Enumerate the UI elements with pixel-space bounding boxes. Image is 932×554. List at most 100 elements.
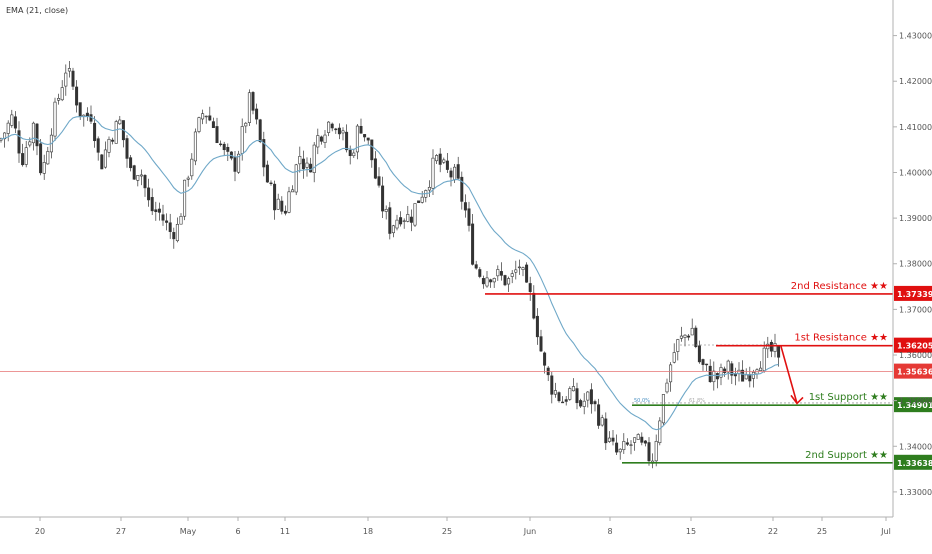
- candle-body: [64, 72, 68, 87]
- y-tick-label: 1.37000: [899, 305, 932, 314]
- candle-body: [543, 352, 547, 366]
- candle-body: [100, 154, 104, 170]
- candle-body: [244, 122, 248, 127]
- candle-body: [247, 92, 251, 123]
- candle-body: [521, 267, 525, 270]
- x-tick-label: 25: [817, 527, 827, 536]
- candle-body: [485, 277, 489, 287]
- candle-body: [298, 156, 302, 165]
- candle-body: [690, 327, 694, 336]
- candle-body: [283, 210, 287, 214]
- candle-body: [359, 125, 363, 134]
- candle-body: [431, 157, 435, 189]
- candle-body: [107, 138, 111, 153]
- candle-body: [136, 175, 140, 181]
- candle-body: [532, 292, 536, 319]
- candle-body: [143, 175, 147, 189]
- candle-body: [679, 335, 683, 339]
- candle-body: [525, 264, 529, 283]
- candle-body: [460, 176, 464, 202]
- current-price-tag: [894, 363, 932, 379]
- candle-body: [391, 225, 395, 234]
- candle-body: [561, 401, 565, 404]
- candle-body: [694, 327, 698, 347]
- candle-body: [258, 119, 262, 143]
- candle-body: [615, 442, 619, 453]
- levels: 1.35636 50.0% 61.8% 1.37339 2nd Resistance ★…: [0, 281, 932, 470]
- level-price-label: 1.34901: [897, 401, 932, 410]
- candle-body: [395, 219, 399, 229]
- projection-arrow-head: [790, 394, 804, 405]
- x-tick-label: 25: [442, 527, 452, 536]
- candle-body: [262, 139, 266, 168]
- candle-body: [611, 437, 615, 442]
- candle-body: [276, 198, 280, 210]
- candle-body: [42, 162, 46, 174]
- y-tick-label: 1.43000: [899, 32, 932, 41]
- candle-body: [478, 269, 482, 277]
- candle-body: [154, 209, 158, 212]
- candle-body: [402, 220, 406, 222]
- candle-body: [301, 158, 305, 170]
- candle-body: [413, 203, 417, 226]
- candle-body: [46, 151, 50, 165]
- candle-body: [507, 278, 511, 285]
- candle-body: [219, 143, 223, 146]
- candle-body: [363, 134, 367, 138]
- candle-body: [604, 418, 608, 444]
- candle-body: [222, 143, 226, 151]
- candle-body: [78, 102, 82, 117]
- candle-body: [417, 200, 421, 204]
- candle-body: [118, 119, 122, 125]
- candle-body: [665, 382, 669, 393]
- candle-body: [773, 343, 777, 352]
- candle-body: [744, 374, 748, 380]
- candle-body: [636, 434, 640, 440]
- candle-body: [139, 174, 143, 177]
- candle-body: [273, 183, 277, 211]
- candle-body: [150, 197, 154, 212]
- x-tick-label: 20: [35, 527, 45, 536]
- x-tick-label: 11: [280, 527, 290, 536]
- candle-body: [514, 269, 518, 273]
- level-price-tag: [894, 454, 932, 470]
- candle-body: [492, 278, 496, 283]
- candle-body: [179, 215, 183, 225]
- candle-body: [67, 68, 71, 72]
- candle-body: [341, 130, 345, 134]
- candle-body: [661, 394, 665, 424]
- candle-body: [579, 400, 583, 407]
- fib-label-50: 50.0%: [634, 398, 650, 404]
- candle-body: [355, 125, 359, 153]
- x-tick-label: 8: [607, 527, 612, 536]
- candle-body: [481, 278, 485, 285]
- level-price-tag: [894, 397, 932, 413]
- y-tick-label: 1.39000: [899, 214, 932, 223]
- x-tick-label: Jul: [880, 527, 891, 536]
- candle-body: [445, 160, 449, 170]
- candle-body: [31, 122, 35, 144]
- candle-body: [510, 273, 514, 277]
- candle-body: [373, 158, 377, 179]
- candle-body: [291, 189, 295, 193]
- candle-body: [496, 269, 500, 277]
- level-name-label: 2nd Support ★★: [805, 450, 888, 461]
- candle-body: [471, 223, 475, 265]
- candle-body: [557, 392, 561, 402]
- candle-body: [633, 437, 637, 443]
- candle-body: [762, 347, 766, 371]
- candle-body: [111, 139, 115, 142]
- ema-line: [0, 115, 779, 431]
- candle-body: [517, 266, 521, 269]
- candle-body: [723, 368, 727, 373]
- candle-body: [319, 136, 323, 142]
- y-tick-label: 1.42000: [899, 77, 932, 86]
- candle-body: [183, 179, 187, 217]
- candle-body: [593, 401, 597, 405]
- candle-body: [474, 264, 478, 269]
- level-price-label: 1.37339: [897, 290, 932, 299]
- candle-body: [226, 146, 230, 152]
- candle-body: [114, 121, 118, 144]
